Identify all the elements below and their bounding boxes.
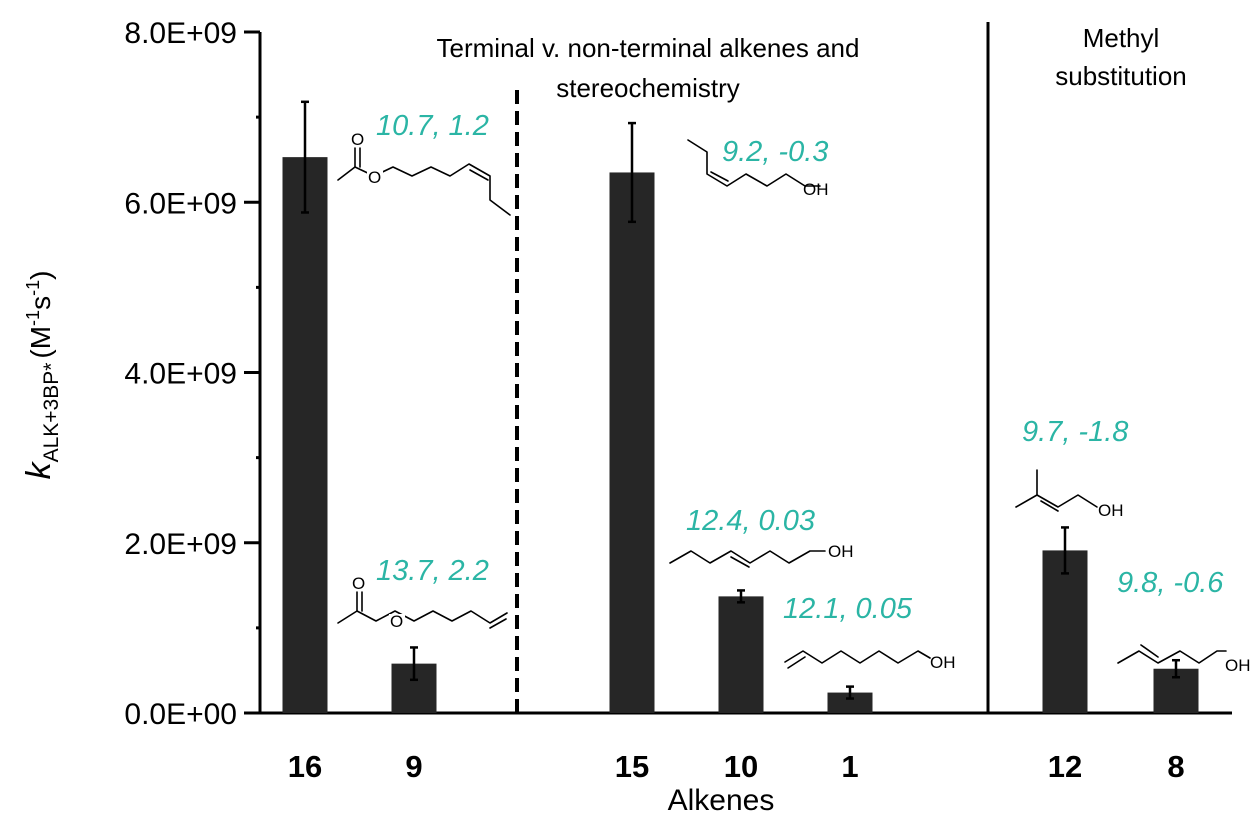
category-label: 1 bbox=[841, 749, 858, 784]
error-bar-8 bbox=[1172, 658, 1180, 679]
y-axis-title-sup2: -1 bbox=[23, 280, 43, 296]
category-labels: 16 9 15 10 1 12 8 bbox=[288, 749, 1185, 784]
annotation-15: 9.2, -0.3 bbox=[722, 136, 828, 168]
atom-label-O: O bbox=[368, 168, 381, 187]
error-bar-12 bbox=[1061, 526, 1069, 575]
annotation-1: 12.1, 0.05 bbox=[783, 593, 913, 625]
error-bar-10 bbox=[737, 589, 745, 604]
category-label: 15 bbox=[615, 749, 649, 784]
bars bbox=[282, 157, 1199, 714]
y-axis-title-sup1: -1 bbox=[23, 310, 43, 326]
structure-9: O O bbox=[337, 574, 508, 631]
category-label: 12 bbox=[1048, 749, 1082, 784]
annotation-10: 12.4, 0.03 bbox=[686, 505, 815, 537]
bar-1 bbox=[827, 692, 873, 713]
annotation-9: 13.7, 2.2 bbox=[376, 555, 489, 587]
bar-10 bbox=[718, 596, 764, 713]
y-tick-label: 0.0E+00 bbox=[124, 698, 237, 731]
bar-15 bbox=[609, 172, 655, 714]
y-tick-label: 4.0E+09 bbox=[124, 358, 237, 391]
structure-16: O O bbox=[337, 130, 511, 216]
y-axis-title: kALK+3BP*(M-1s-1) bbox=[20, 271, 63, 480]
error-bar-9 bbox=[410, 646, 418, 682]
section-title-1-line1: Terminal v. non-terminal alkenes and bbox=[437, 33, 860, 63]
atom-label-O: O bbox=[390, 612, 403, 631]
annotation-16: 10.7, 1.2 bbox=[376, 110, 489, 142]
atom-label-O: O bbox=[352, 574, 365, 593]
annotation-8: 9.8, -0.6 bbox=[1117, 567, 1224, 599]
section-title-2-line1: Methyl bbox=[1083, 23, 1160, 53]
atom-label-OH: OH bbox=[930, 653, 956, 672]
category-label: 9 bbox=[405, 749, 422, 784]
y-tick-label: 6.0E+09 bbox=[124, 187, 237, 220]
y-tick-labels: 0.0E+00 2.0E+09 4.0E+09 6.0E+09 8.0E+09 bbox=[124, 17, 237, 731]
category-label: 8 bbox=[1167, 749, 1184, 784]
x-axis-title: Alkenes bbox=[668, 784, 775, 817]
structure-15: OH bbox=[687, 139, 829, 199]
atom-label-OH: OH bbox=[1098, 501, 1124, 520]
y-axis-title-sub: ALK+3BP* bbox=[40, 363, 63, 463]
y-ticks bbox=[244, 30, 260, 715]
section-title-1-line2: stereochemistry bbox=[556, 73, 740, 103]
y-axis-title-unit: (M bbox=[25, 326, 56, 359]
atom-label-OH: OH bbox=[803, 180, 829, 199]
annotation-12: 9.7, -1.8 bbox=[1022, 416, 1128, 448]
bar-16 bbox=[282, 157, 328, 714]
atom-label-O: O bbox=[351, 130, 364, 149]
error-bars bbox=[301, 100, 1180, 700]
y-axis-title-unit-s: s bbox=[25, 296, 56, 310]
category-label: 10 bbox=[724, 749, 758, 784]
category-label: 16 bbox=[288, 749, 322, 784]
annotations: 10.7, 1.2 13.7, 2.2 9.2, -0.3 12.4, 0.03… bbox=[376, 110, 1224, 625]
atom-label-OH: OH bbox=[1225, 656, 1251, 675]
bar-12 bbox=[1042, 550, 1088, 713]
structure-10: OH bbox=[669, 542, 854, 568]
y-tick-label: 8.0E+09 bbox=[124, 17, 237, 50]
y-axis-title-close: ) bbox=[25, 271, 56, 280]
y-axis-title-k: k bbox=[20, 460, 58, 479]
structure-8: OH bbox=[1117, 644, 1251, 675]
atom-label-OH: OH bbox=[828, 542, 854, 561]
error-bar-15 bbox=[628, 121, 636, 224]
section-title-2-line2: substitution bbox=[1055, 61, 1187, 91]
y-tick-label: 2.0E+09 bbox=[124, 528, 237, 561]
structure-1: OH bbox=[784, 650, 956, 672]
error-bar-16 bbox=[301, 100, 309, 214]
error-bar-1 bbox=[846, 685, 854, 700]
structure-12: OH bbox=[1015, 469, 1124, 520]
